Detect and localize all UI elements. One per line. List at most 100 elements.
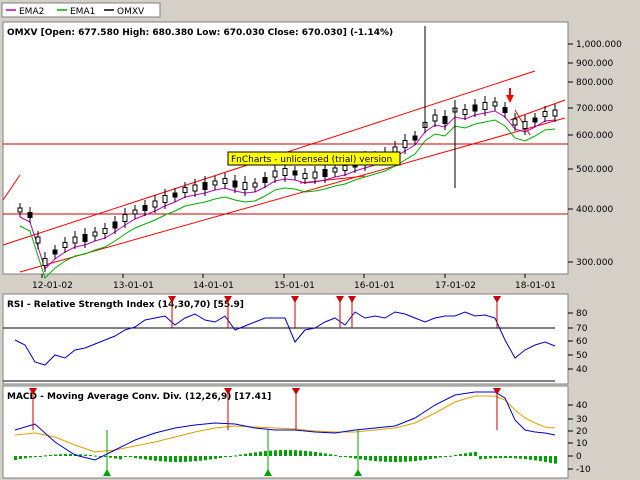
candle-body <box>342 165 348 171</box>
candle-body <box>432 114 438 122</box>
macd-histogram-bar <box>399 456 402 462</box>
macd-histogram-bar <box>124 456 127 457</box>
macd-histogram-bar <box>419 456 422 461</box>
candle-body <box>42 258 48 266</box>
rsi-y-tick-label: 60 <box>576 337 588 347</box>
rsi-line <box>14 311 556 366</box>
macd-histogram-bar <box>494 456 497 459</box>
macd-histogram-bar <box>174 456 177 462</box>
candle-body <box>522 121 528 129</box>
macd-histogram <box>14 450 557 464</box>
candle-body <box>472 104 478 112</box>
macd-histogram-bar <box>309 451 312 456</box>
rsi-y-axis: 80 70 60 50 40 <box>568 309 588 375</box>
macd-histogram-bar <box>464 453 467 456</box>
macd-histogram-bar <box>479 456 482 460</box>
macd-histogram-bar <box>519 456 522 459</box>
macd-histogram-bar <box>414 456 417 461</box>
price-y-tick-label: 800.000 <box>576 78 613 88</box>
candle-body <box>402 140 408 148</box>
candle-body <box>17 207 23 213</box>
macd-buy-marker <box>103 469 111 476</box>
macd-histogram-bar <box>94 455 97 457</box>
macd-histogram-bar <box>524 456 527 460</box>
macd-histogram-bar <box>184 456 187 462</box>
legend-ema2: EMA2 <box>19 7 44 17</box>
macd-histogram-bar <box>539 456 542 462</box>
macd-histogram-bar <box>269 450 272 456</box>
macd-histogram-bar <box>354 456 357 459</box>
macd-histogram-bar <box>59 454 62 456</box>
trial-label: FnCharts - unlicensed (trial) version <box>231 155 392 165</box>
candle-body <box>502 107 508 113</box>
candle-body <box>332 167 338 173</box>
macd-histogram-bar <box>234 455 237 457</box>
macd-histogram-bar <box>64 454 67 456</box>
candle-body <box>262 177 268 183</box>
macd-histogram-bar <box>449 455 452 457</box>
price-y-tick-label: 300.000 <box>576 258 613 268</box>
macd-histogram-bar <box>374 456 377 462</box>
macd-y-tick-label: -10 <box>576 465 591 475</box>
macd-histogram-bar <box>29 456 32 458</box>
macd-histogram-bar <box>514 456 517 459</box>
mid-trend-line <box>299 175 366 184</box>
price-x-axis: 12-01-02 13-01-01 14-01-01 15-01-01 16-01-01… <box>32 274 556 291</box>
macd-histogram-bar <box>534 456 537 461</box>
candle-body <box>272 170 278 178</box>
candle-body <box>492 101 498 107</box>
price-x-tick-label: 13-01-01 <box>113 281 154 291</box>
trial-label-box <box>227 151 401 166</box>
macd-histogram-bar <box>154 456 157 461</box>
candle-body <box>542 111 548 117</box>
macd-histogram-bar <box>114 456 117 459</box>
macd-histogram-bar <box>404 456 407 462</box>
macd-histogram-bar <box>104 456 107 457</box>
candle-body <box>72 236 78 244</box>
macd-histogram-bar <box>454 454 457 456</box>
macd-histogram-bar <box>249 452 252 456</box>
rsi-y-tick-label: 70 <box>576 324 588 334</box>
macd-sell-marker <box>493 388 501 395</box>
macd-histogram-bar <box>344 456 347 457</box>
macd-histogram-bar <box>289 450 292 456</box>
macd-histogram-bar <box>489 456 492 459</box>
candle-body <box>212 180 218 186</box>
macd-buy-marker <box>264 469 272 476</box>
candle-body <box>92 231 98 237</box>
candle-body <box>512 118 518 126</box>
price-y-tick-label: 600.000 <box>576 131 613 141</box>
macd-histogram-bar <box>144 456 147 460</box>
macd-histogram-bar <box>349 456 352 458</box>
macd-histogram-bar <box>194 456 197 462</box>
macd-histogram-bar <box>279 450 282 456</box>
macd-histogram-bar <box>529 456 532 460</box>
macd-histogram-bar <box>504 456 507 459</box>
legend-box <box>1 2 161 18</box>
candle-body <box>252 182 258 188</box>
short-trend-line <box>2 174 21 201</box>
macd-signal-markers <box>29 388 501 476</box>
price-y-axis: 1,000.000 900.000 800.000 700.000 600.000 500… <box>568 40 622 268</box>
macd-histogram-bar <box>389 456 392 462</box>
down-arrow-marker <box>506 95 514 103</box>
rsi-panel-title: RSI - Relative Strength Index (14,30,70)… <box>7 300 244 310</box>
price-panel[interactable] <box>2 21 569 275</box>
macd-histogram-bar <box>259 451 262 456</box>
macd-histogram-bar <box>69 454 72 456</box>
macd-histogram-bar <box>54 454 57 456</box>
candle-body <box>102 228 108 234</box>
macd-histogram-bar <box>319 452 322 456</box>
macd-histogram-bar <box>254 452 257 456</box>
macd-y-tick-label: 0 <box>576 452 582 462</box>
macd-histogram-bar <box>14 456 17 460</box>
macd-histogram-bar <box>484 456 487 459</box>
macd-histogram-bar <box>434 456 437 459</box>
macd-histogram-bar <box>219 456 222 459</box>
macd-panel[interactable] <box>2 385 569 479</box>
price-y-tick-label: 1,000.000 <box>576 40 622 50</box>
rsi-y-tick-label: 40 <box>576 365 588 375</box>
macd-histogram-bar <box>509 456 512 459</box>
macd-histogram-bar <box>444 456 447 457</box>
rsi-panel[interactable] <box>2 293 569 385</box>
